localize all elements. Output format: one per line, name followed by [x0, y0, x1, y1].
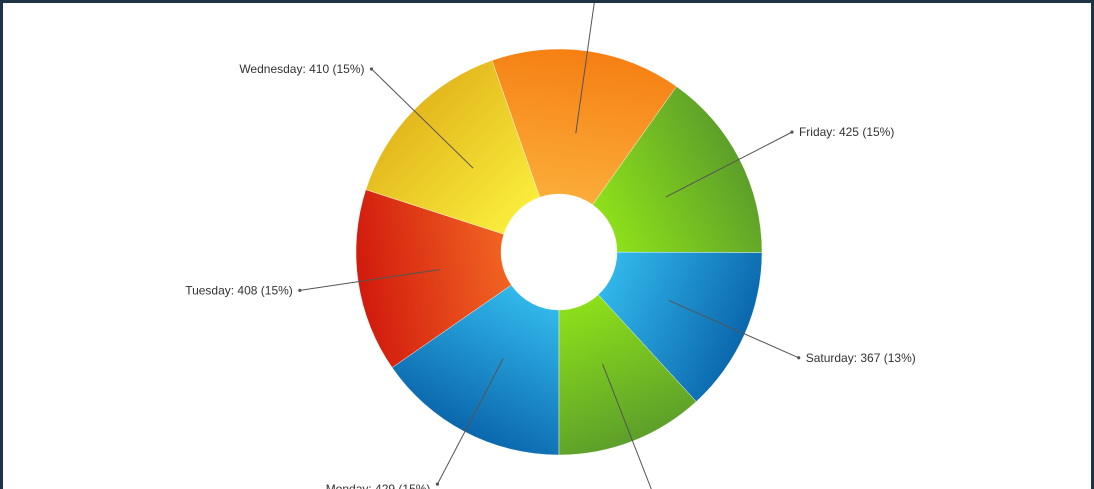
slice-label-tuesday: Tuesday: 408 (15%): [185, 283, 293, 297]
slice-label-friday: Friday: 425 (15%): [799, 125, 894, 139]
slice-label-monday: Monday: 429 (15%): [326, 482, 431, 489]
slice-wednesday: [365, 60, 541, 235]
labels-layer: Monday: 429 (15%) Tuesday: 408 (15%) Wedne…: [185, 62, 916, 489]
slice-tuesday: [355, 189, 512, 368]
leader-line-friday: [665, 131, 793, 198]
leader-dot-saturday: [797, 356, 801, 360]
leader-line-sunday: [602, 363, 652, 489]
leader-dot-monday: [435, 482, 440, 486]
leader-line-thursday: [575, 3, 595, 134]
leader-line-monday: [436, 358, 504, 485]
slice-label-saturday: Saturday: 367 (13%): [806, 351, 916, 365]
leader-dot-wednesday: [369, 67, 374, 71]
leader-line-wednesday: [371, 68, 474, 169]
slice-monday: [391, 284, 560, 456]
slice-sunday: [558, 294, 697, 456]
slices-layer: [355, 48, 763, 456]
slice-label-wednesday: Wednesday: 410 (15%): [239, 62, 364, 76]
slice-thursday: [491, 48, 677, 205]
leader-dot-friday: [790, 130, 794, 134]
slice-friday: [592, 86, 763, 253]
leader-dot-tuesday: [298, 288, 302, 292]
leader-line-tuesday: [299, 269, 441, 291]
leader-line-saturday: [668, 299, 799, 359]
pie-chart: Monday: 429 (15%) Tuesday: 408 (15%) Wedne…: [185, 3, 916, 489]
leader-lines-layer: [298, 3, 801, 489]
